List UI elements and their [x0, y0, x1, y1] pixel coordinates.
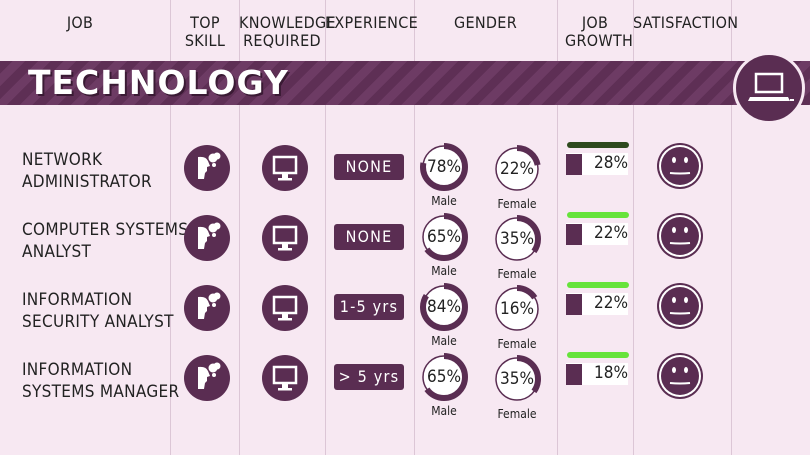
job-title-line: SECURITY ANALYST — [22, 312, 174, 332]
growth-percent: 28% — [594, 153, 628, 173]
category-banner — [0, 61, 810, 105]
male-label: Male — [431, 194, 457, 208]
laptop-icon — [748, 72, 794, 101]
growth-fill — [566, 294, 582, 315]
job-title-line: COMPUTER SYSTEMS — [22, 220, 189, 240]
job-title: INFORMATION SECURITY ANALYST — [22, 289, 174, 333]
growth-fill — [566, 154, 582, 175]
female-label: Female — [497, 267, 537, 281]
growth-indicator-bar — [567, 142, 629, 148]
female-percent: 35% — [500, 229, 534, 249]
header-knowledge: KNOWLEDGE REQUIRED — [239, 13, 336, 50]
header-job: JOB — [66, 13, 94, 32]
column-divider — [633, 0, 634, 455]
column-divider — [414, 0, 415, 455]
category-badge — [733, 52, 805, 124]
female-ring — [491, 353, 543, 405]
female-ring — [491, 143, 543, 195]
growth-indicator-bar — [567, 282, 629, 288]
monitor-icon — [262, 355, 308, 401]
male-ring — [418, 281, 470, 333]
male-label: Male — [431, 404, 457, 418]
header-satisfaction: SATISFACTION — [633, 13, 739, 32]
neutral-face-icon — [657, 213, 703, 259]
job-title-line: ADMINISTRATOR — [22, 172, 152, 192]
header-top-skill: TOP SKILL — [184, 13, 226, 50]
monitor-icon — [262, 145, 308, 191]
growth-fill — [566, 224, 582, 245]
growth-percent: 22% — [594, 293, 628, 313]
header-experience: EXPERIENCE — [325, 13, 418, 32]
job-title: INFORMATION SYSTEMS MANAGER — [22, 359, 179, 403]
column-divider — [557, 0, 558, 455]
thinking-head-icon — [184, 145, 230, 191]
experience-badge: NONE — [334, 154, 404, 180]
header-job-growth: JOB GROWTH — [565, 13, 634, 50]
male-label: Male — [431, 264, 457, 278]
experience-badge: 1-5 yrs — [334, 294, 404, 320]
male-percent: 78% — [427, 157, 461, 177]
thinking-head-icon — [184, 355, 230, 401]
monitor-icon — [262, 285, 308, 331]
male-ring — [418, 141, 470, 193]
female-label: Female — [497, 407, 537, 421]
job-title-line: SYSTEMS MANAGER — [22, 382, 180, 402]
job-title-line: INFORMATION — [22, 360, 133, 380]
monitor-icon — [262, 215, 308, 261]
thinking-head-icon — [184, 285, 230, 331]
job-title-line: ANALYST — [22, 242, 92, 262]
column-divider — [325, 0, 326, 455]
female-ring — [491, 283, 543, 335]
neutral-face-icon — [657, 353, 703, 399]
column-divider — [239, 0, 240, 455]
female-percent: 35% — [500, 369, 534, 389]
column-divider — [170, 0, 171, 455]
male-percent: 65% — [427, 227, 461, 247]
growth-fill — [566, 364, 582, 385]
category-title: TECHNOLOGY — [28, 63, 289, 102]
neutral-face-icon — [657, 283, 703, 329]
thinking-head-icon — [184, 215, 230, 261]
growth-percent: 18% — [594, 363, 628, 383]
job-title-line: NETWORK — [22, 150, 103, 170]
female-percent: 22% — [500, 159, 534, 179]
male-ring — [418, 211, 470, 263]
header-gender: GENDER — [454, 13, 517, 32]
job-title: COMPUTER SYSTEMS ANALYST — [22, 219, 188, 263]
male-percent: 65% — [427, 367, 461, 387]
experience-badge: > 5 yrs — [334, 364, 404, 390]
female-percent: 16% — [500, 299, 534, 319]
male-ring — [418, 351, 470, 403]
growth-indicator-bar — [567, 212, 629, 218]
male-label: Male — [431, 334, 457, 348]
male-percent: 84% — [427, 297, 461, 317]
neutral-face-icon — [657, 143, 703, 189]
growth-percent: 22% — [594, 223, 628, 243]
column-divider — [731, 0, 732, 455]
female-label: Female — [497, 197, 537, 211]
job-title-line: INFORMATION — [22, 290, 133, 310]
female-label: Female — [497, 337, 537, 351]
female-ring — [491, 213, 543, 265]
job-title: NETWORK ADMINISTRATOR — [22, 149, 152, 193]
growth-indicator-bar — [567, 352, 629, 358]
experience-badge: NONE — [334, 224, 404, 250]
